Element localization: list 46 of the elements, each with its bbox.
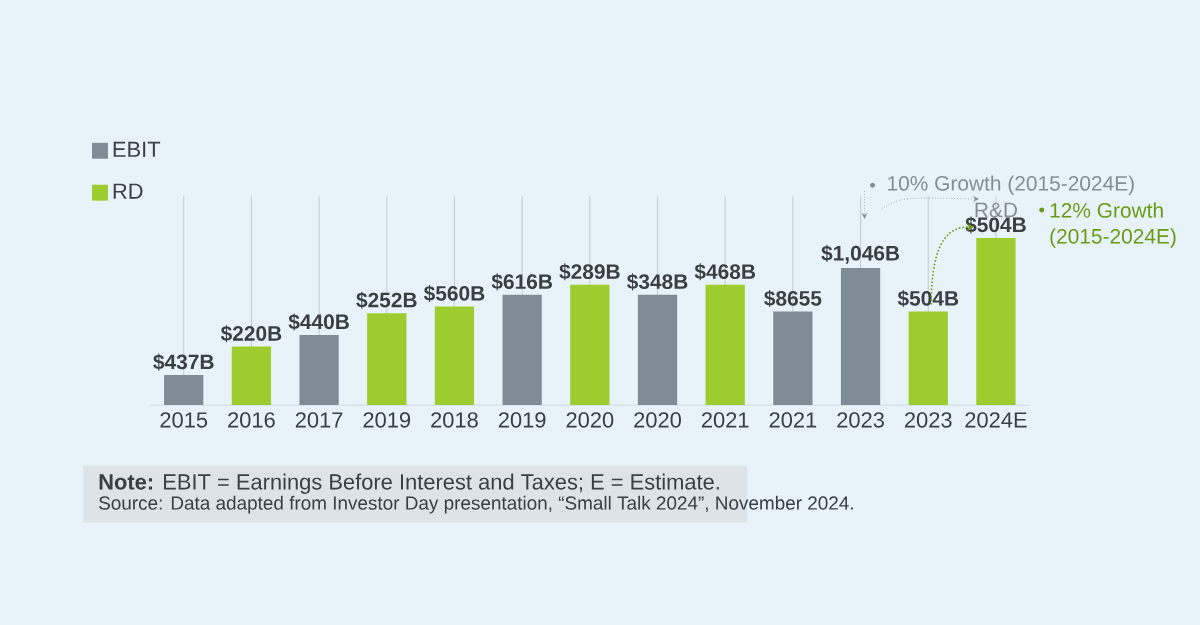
- bar: [773, 311, 813, 406]
- x-tick-label: 2019: [498, 412, 546, 428]
- x-tick-label: 2021: [701, 412, 749, 428]
- text: $220B: [220, 325, 282, 343]
- text: $1,046B: [821, 244, 900, 264]
- source-note: Source: Data adapted from Investor Day presentation, “Small Talk 2024”, November 2024.: [99, 495, 853, 514]
- bar: [367, 313, 407, 406]
- text: $504B: [897, 289, 959, 308]
- x-tick-label: 2019: [363, 412, 411, 428]
- bar: [976, 237, 1016, 406]
- text: $616B: [491, 273, 552, 291]
- bar: [434, 306, 475, 406]
- x-tick-label: 2018: [431, 412, 478, 428]
- x-tick-label: 2023: [904, 412, 952, 428]
- bar: [502, 294, 542, 406]
- bar: [637, 294, 678, 406]
- x-tick-label: 2017: [295, 412, 343, 428]
- x-tick-label: 2020: [634, 412, 681, 428]
- legend-label: RD: [113, 183, 143, 199]
- bar: [164, 374, 204, 406]
- text: R&D: [975, 202, 1017, 218]
- text: $252B: [356, 291, 417, 309]
- text: $440B: [288, 313, 349, 331]
- x-tick-label: 2016: [228, 412, 275, 428]
- text: 10% Growth (2015-2024E): [888, 175, 1134, 195]
- legend-label: EBIT: [113, 141, 161, 157]
- text: $560B: [423, 284, 485, 303]
- text: $348B: [626, 273, 688, 291]
- x-tick-label: 2015: [160, 412, 208, 428]
- text: $504B: [965, 216, 1026, 234]
- bar: [705, 284, 745, 406]
- text: $468B: [694, 263, 756, 281]
- x-tick-label: 2020: [566, 412, 614, 428]
- text: 12% Growth (2015-2024E): [1050, 202, 1176, 248]
- x-tick-label: 2024E: [965, 412, 1027, 428]
- bar: [299, 334, 339, 406]
- bar: [570, 284, 610, 406]
- x-tick-label: 2023: [837, 412, 884, 428]
- text: $289B: [559, 263, 620, 281]
- text: $437B: [153, 353, 214, 371]
- text: Note: EBIT = Earnings Before Interest and Taxes; E = Estimate.: [99, 473, 719, 494]
- bar: [840, 267, 881, 406]
- x-tick-label: 2021: [769, 412, 817, 428]
- text: $8655: [764, 289, 822, 308]
- bar: [908, 311, 948, 406]
- bar: [231, 346, 272, 406]
